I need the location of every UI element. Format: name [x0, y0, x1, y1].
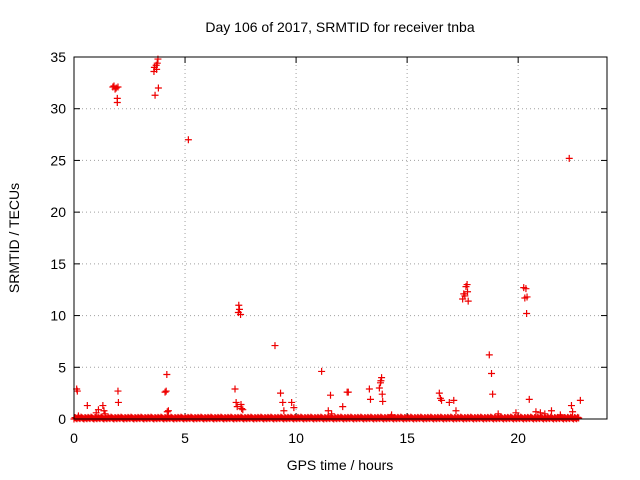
x-tick-label: 15 — [399, 430, 415, 446]
data-point — [344, 388, 352, 396]
y-tick-label: 10 — [50, 308, 66, 324]
data-point — [523, 310, 531, 318]
y-tick-label: 30 — [50, 101, 66, 117]
data-point — [277, 389, 285, 397]
data-point — [237, 401, 245, 409]
data-point — [73, 387, 81, 395]
chart-title: Day 106 of 2017, SRMTID for receiver tnb… — [205, 19, 474, 35]
data-point — [464, 288, 472, 296]
data-point — [324, 407, 332, 415]
data-point — [438, 396, 446, 404]
data-point — [163, 371, 171, 379]
data-point — [512, 409, 520, 417]
x-tick-label: 10 — [288, 430, 304, 446]
data-point — [388, 411, 396, 419]
data-point — [464, 297, 472, 305]
data-point — [280, 407, 288, 415]
data-point — [114, 83, 122, 91]
data-point — [494, 410, 502, 418]
y-tick-label: 25 — [50, 152, 66, 168]
y-tick-label: 20 — [50, 204, 66, 220]
data-point — [99, 402, 107, 410]
data-point — [489, 390, 497, 398]
data-point — [378, 374, 386, 382]
data-point — [161, 388, 169, 396]
data-point — [239, 406, 247, 414]
data-point — [379, 397, 387, 405]
baseline-point — [575, 414, 583, 422]
y-tick-label: 15 — [50, 256, 66, 272]
data-point — [328, 410, 336, 418]
data-point — [452, 407, 460, 415]
data-point — [162, 387, 170, 395]
y-tick-label: 0 — [58, 411, 66, 427]
data-point — [435, 389, 443, 397]
data-point — [238, 405, 246, 413]
data-point — [488, 369, 496, 377]
data-point — [235, 301, 243, 309]
data-point — [231, 385, 239, 393]
data-point — [114, 398, 122, 406]
data-point — [153, 59, 161, 67]
data-point — [113, 99, 121, 107]
data-point — [235, 305, 243, 313]
data-point — [536, 409, 544, 417]
data-point — [522, 285, 530, 293]
data-point — [576, 396, 584, 404]
data-point — [327, 391, 335, 399]
data-point — [547, 407, 555, 415]
data-point — [525, 395, 533, 403]
x-axis-label: GPS time / hours — [287, 457, 394, 473]
baseline-point — [574, 413, 582, 421]
data-point — [237, 311, 245, 319]
data-point — [377, 377, 385, 385]
x-tick-label: 0 — [70, 430, 78, 446]
plot-frame — [73, 56, 608, 420]
data-point — [290, 404, 298, 412]
data-point — [74, 412, 82, 420]
data-point — [565, 154, 573, 162]
data-point — [445, 398, 453, 406]
data-point — [463, 281, 471, 289]
y-axis-label: SRMTID / TECUs — [6, 183, 22, 293]
data-point — [100, 407, 108, 415]
data-point — [569, 408, 577, 416]
data-point — [184, 136, 192, 144]
data-point — [450, 396, 458, 404]
data-point — [366, 395, 374, 403]
data-point — [339, 403, 347, 411]
data-point — [318, 367, 326, 375]
data-point — [153, 65, 161, 73]
data-point — [365, 385, 373, 393]
data-point — [567, 402, 575, 410]
data-point — [532, 408, 540, 416]
data-point — [271, 342, 279, 350]
data-point — [485, 351, 493, 359]
data-point — [163, 408, 171, 416]
data-point — [83, 402, 91, 410]
data-point — [164, 407, 172, 415]
data-point — [233, 403, 241, 411]
data-point — [375, 384, 383, 392]
data-point — [288, 398, 296, 406]
data-point — [461, 292, 469, 300]
data-point — [232, 398, 240, 406]
data-point — [378, 390, 386, 398]
data-point — [279, 398, 287, 406]
data-point — [541, 410, 549, 418]
y-tick-label: 5 — [58, 359, 66, 375]
data-point — [154, 84, 162, 92]
data-point — [114, 387, 122, 395]
data-point — [151, 91, 159, 99]
data-point — [523, 293, 531, 301]
y-tick-label: 35 — [50, 49, 66, 65]
x-tick-label: 20 — [510, 430, 526, 446]
data-point — [556, 411, 564, 419]
x-tick-label: 5 — [181, 430, 189, 446]
data-point — [94, 406, 102, 414]
data-point — [101, 410, 109, 418]
